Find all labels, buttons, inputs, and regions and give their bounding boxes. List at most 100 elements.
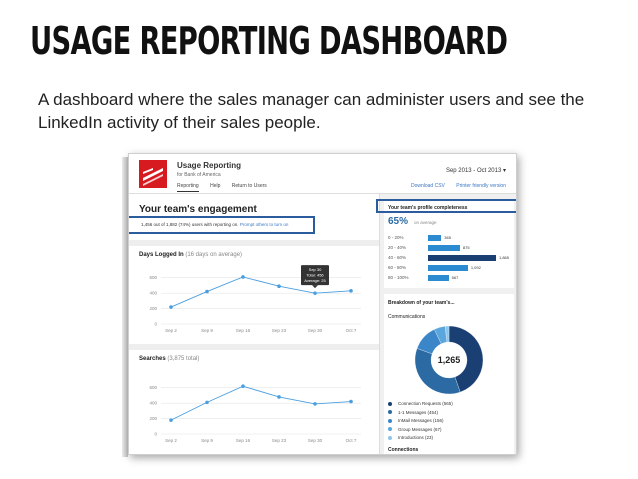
app-subtitle: for Bank of America bbox=[177, 172, 221, 178]
profile-bar-label: 60 - 80% bbox=[388, 265, 407, 270]
connections-label: Connections bbox=[388, 447, 419, 453]
profile-bar-value: 567 bbox=[451, 275, 459, 280]
days-chart-point[interactable] bbox=[277, 284, 281, 288]
profile-percent: 65% bbox=[388, 216, 409, 227]
days-chart-y-tick: 200 bbox=[149, 306, 157, 311]
days-chart-point[interactable] bbox=[169, 305, 173, 309]
searches-chart-title: Searches (3,875 total) bbox=[139, 356, 199, 362]
breakdown-heading: Breakdown of your team's... bbox=[388, 300, 455, 306]
highlight-box-engagement bbox=[129, 216, 315, 234]
searches-chart-point[interactable] bbox=[349, 399, 353, 404]
searches-chart-point[interactable] bbox=[241, 384, 245, 388]
searches-chart-x-tick: Oct 7 bbox=[346, 438, 357, 443]
engagement-summary: 1,456 out of 1,882 (74%) users with repo… bbox=[141, 222, 288, 227]
date-range-select[interactable]: Sep 2013 - Oct 2013 ▾ bbox=[445, 168, 506, 174]
profile-bar[interactable] bbox=[428, 235, 442, 241]
profile-bar-value: 1,865 bbox=[499, 255, 510, 260]
panel-divider bbox=[129, 240, 379, 246]
profile-heading: Your team's profile completeness bbox=[388, 205, 468, 211]
searches-chart-y-tick: 0 bbox=[154, 432, 157, 437]
profile-bar-label: 80 - 100% bbox=[388, 275, 409, 280]
nav-help[interactable]: Help bbox=[210, 183, 221, 189]
days-chart-x-tick: Sep 30 bbox=[308, 328, 323, 333]
searches-chart-point[interactable] bbox=[313, 402, 317, 406]
searches-chart-x-tick: Sep 9 bbox=[201, 438, 213, 443]
profile-bar-row: 20 - 40% 875 bbox=[388, 245, 516, 251]
header-divider bbox=[129, 193, 516, 194]
highlight-box-profile bbox=[376, 199, 516, 213]
legend-item: Introductions (23) bbox=[388, 435, 433, 440]
download-csv-link[interactable]: Download CSV bbox=[410, 183, 445, 189]
main-nav: Reporting Help Return to Users bbox=[177, 183, 277, 192]
printer-friendly-link[interactable]: Printer friendly version bbox=[456, 183, 506, 189]
days-chart-x-tick: Sep 16 bbox=[236, 328, 251, 333]
days-chart-note: (16 days on average) bbox=[185, 252, 243, 258]
days-chart-point[interactable] bbox=[349, 289, 353, 293]
days-chart-x-tick: Sep 9 bbox=[201, 328, 213, 333]
legend-dot-icon bbox=[388, 410, 392, 415]
engagement-heading: Your team's engagement bbox=[139, 204, 257, 215]
breakdown-panel bbox=[384, 294, 514, 454]
days-chart-x-tick: Sep 2 bbox=[165, 328, 177, 333]
nav-return-to-users[interactable]: Return to Users bbox=[231, 183, 267, 189]
prompt-others-link[interactable]: Prompt others to turn on bbox=[239, 222, 289, 227]
legend-item: InMail Messages (156) bbox=[388, 418, 444, 423]
chart-tooltip bbox=[301, 265, 329, 286]
searches-chart-point[interactable] bbox=[277, 395, 281, 399]
profile-bar[interactable] bbox=[428, 245, 460, 251]
searches-chart-x-tick: Sep 16 bbox=[236, 438, 251, 443]
legend-dot-icon bbox=[388, 418, 392, 423]
legend-label: Introductions (23) bbox=[398, 435, 434, 440]
nav-reporting[interactable]: Reporting bbox=[177, 183, 199, 192]
engagement-summary-text: 1,456 out of 1,882 (74%) users with repo… bbox=[141, 222, 239, 227]
days-chart-y-tick: 0 bbox=[154, 322, 157, 327]
chart-tooltip-pointer bbox=[312, 285, 318, 289]
searches-chart-point[interactable] bbox=[169, 418, 173, 422]
profile-bar-value: 875 bbox=[462, 245, 470, 250]
profile-bar-row: 0 - 20% 365 bbox=[388, 235, 516, 241]
legend-label: InMail Messages (156) bbox=[398, 418, 444, 423]
app-title: Usage Reporting bbox=[177, 161, 242, 170]
searches-chart-x-tick: Sep 2 bbox=[165, 438, 177, 443]
legend-dot-icon bbox=[388, 401, 392, 406]
searches-chart-y-tick: 400 bbox=[149, 401, 157, 406]
profile-bar-row: 40 - 60% 1,865 bbox=[388, 255, 516, 261]
days-logged-in-chart: 0 200 400 600 Sep 2 Sep 9 Sep 16 Sep 23 Sep 30 Oc… bbox=[149, 265, 361, 333]
chart-tooltip-line: Average: 25 bbox=[304, 278, 326, 283]
legend-label: Group Messages (67) bbox=[398, 426, 442, 432]
searches-chart-x-tick: Sep 23 bbox=[272, 438, 287, 443]
slide-description: A dashboard where the sales manager can … bbox=[38, 90, 585, 132]
profile-bar-value: 365 bbox=[444, 235, 451, 240]
days-chart-y-tick: 400 bbox=[149, 291, 157, 296]
profile-bar[interactable] bbox=[428, 255, 496, 261]
profile-percent-note: on average bbox=[414, 220, 437, 225]
chart-tooltip-line: Sep 30 bbox=[309, 267, 322, 272]
days-chart-title-text: Days Logged In bbox=[139, 252, 184, 258]
days-chart-title: Days Logged In (16 days on average) bbox=[139, 252, 242, 258]
brand-logo bbox=[139, 160, 167, 188]
profile-panel bbox=[384, 200, 514, 288]
tool-links: Download CSV Printer friendly version bbox=[401, 183, 506, 189]
donut-slice[interactable] bbox=[444, 325, 450, 343]
profile-bar-label: 20 - 40% bbox=[388, 245, 407, 250]
days-chart-x-tick: Oct 7 bbox=[346, 328, 357, 333]
days-chart-y-tick: 600 bbox=[149, 275, 157, 280]
days-chart-point[interactable] bbox=[313, 291, 317, 295]
searches-chart-title-text: Searches bbox=[139, 356, 166, 362]
searches-chart-note: (3,875 total) bbox=[167, 356, 200, 362]
searches-chart: 0 200 400 600 Sep 2 Sep 9 Sep 16 Sep 23 Sep 30 Oc… bbox=[149, 384, 361, 443]
profile-bar[interactable] bbox=[428, 275, 449, 281]
communications-donut: 1,265 bbox=[414, 325, 484, 395]
searches-chart-y-tick: 200 bbox=[149, 416, 157, 421]
searches-chart-point[interactable] bbox=[205, 400, 209, 405]
profile-bar[interactable] bbox=[428, 265, 468, 271]
logo-graphic bbox=[139, 160, 167, 188]
panel-divider bbox=[129, 344, 379, 350]
slide-title: Usage Reporting Dashboard bbox=[30, 19, 508, 63]
profile-bar-label: 0 - 20% bbox=[388, 235, 404, 240]
days-chart-point[interactable] bbox=[205, 289, 209, 294]
searches-chart-y-tick: 600 bbox=[149, 385, 157, 390]
days-chart-point[interactable] bbox=[241, 275, 245, 279]
profile-bar-value: 1,092 bbox=[470, 265, 481, 270]
donut-slice[interactable] bbox=[448, 325, 484, 393]
